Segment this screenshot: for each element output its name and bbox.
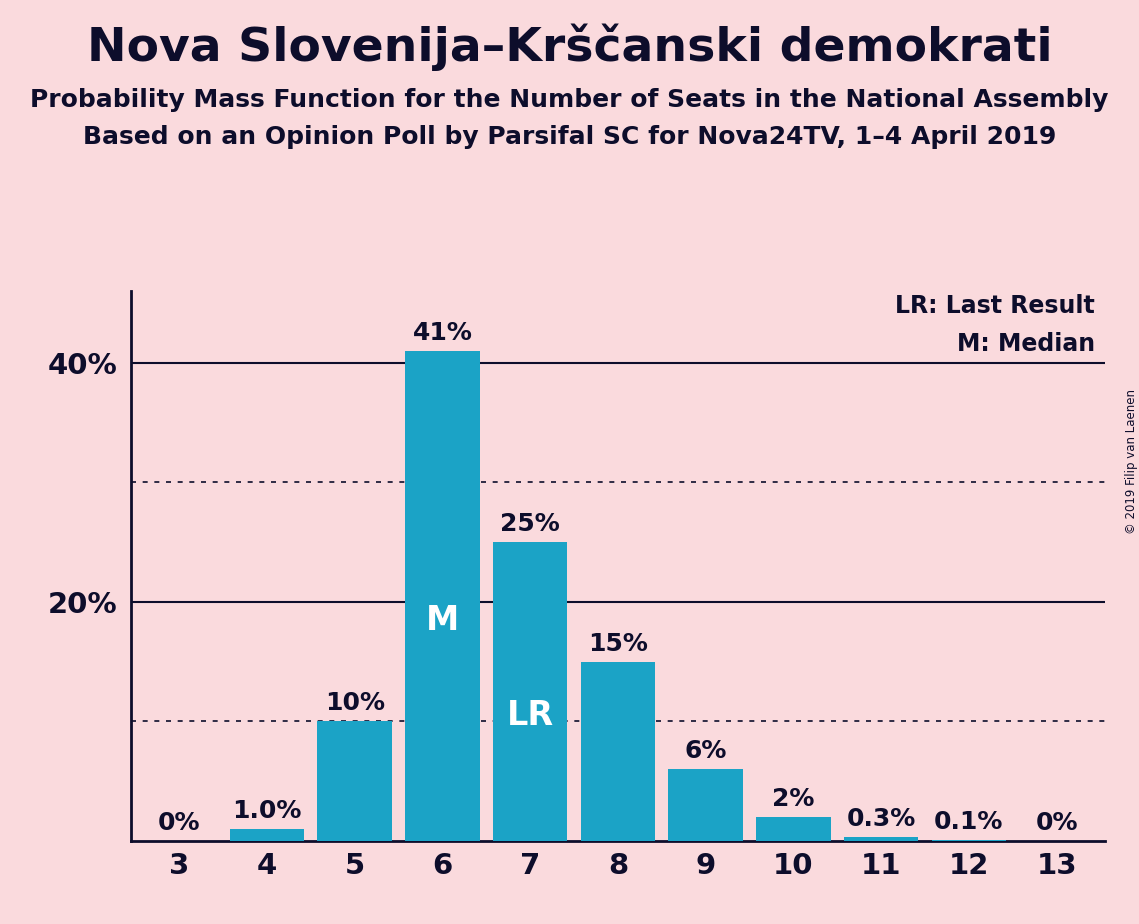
Text: 10%: 10%: [325, 691, 385, 715]
Text: 2%: 2%: [772, 787, 814, 811]
Bar: [493, 542, 567, 841]
Bar: [669, 769, 743, 841]
Text: M: M: [426, 603, 459, 637]
Bar: [405, 351, 480, 841]
Text: 25%: 25%: [500, 512, 560, 536]
Text: 6%: 6%: [685, 739, 727, 763]
Text: Nova Slovenija–Krščanski demokrati: Nova Slovenija–Krščanski demokrati: [87, 23, 1052, 70]
Text: M: Median: M: Median: [957, 333, 1095, 357]
Bar: [844, 837, 918, 841]
Text: LR: LR: [507, 699, 554, 732]
Text: Based on an Opinion Poll by Parsifal SC for Nova24TV, 1–4 April 2019: Based on an Opinion Poll by Parsifal SC …: [83, 125, 1056, 149]
Bar: [230, 829, 304, 841]
Text: 0.3%: 0.3%: [846, 808, 916, 832]
Text: 41%: 41%: [412, 321, 473, 345]
Text: 1.0%: 1.0%: [232, 799, 302, 823]
Text: 0%: 0%: [1035, 811, 1077, 835]
Text: LR: Last Result: LR: Last Result: [895, 294, 1095, 318]
Bar: [756, 817, 830, 841]
Text: Probability Mass Function for the Number of Seats in the National Assembly: Probability Mass Function for the Number…: [31, 88, 1108, 112]
Text: 0%: 0%: [158, 811, 200, 835]
Text: © 2019 Filip van Laenen: © 2019 Filip van Laenen: [1124, 390, 1138, 534]
Text: 15%: 15%: [588, 632, 648, 656]
Bar: [318, 722, 392, 841]
Bar: [581, 662, 655, 841]
Text: 0.1%: 0.1%: [934, 809, 1003, 833]
Bar: [932, 840, 1006, 841]
